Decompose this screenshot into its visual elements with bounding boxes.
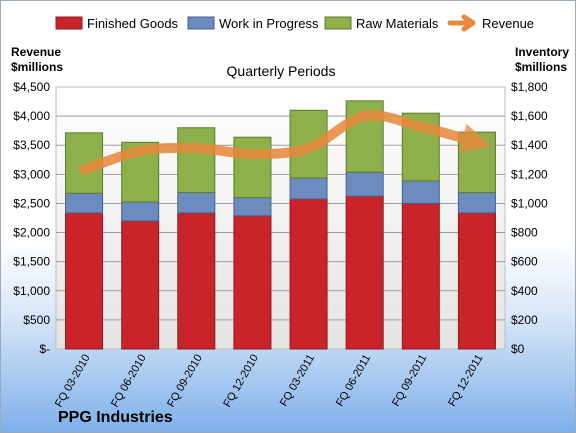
bar-work-in-progress xyxy=(177,192,216,214)
bar-finished-goods xyxy=(65,212,104,350)
x-tick-label: FQ 06-2010 xyxy=(109,353,149,410)
x-tick-label: FQ 09-2010 xyxy=(165,353,205,410)
x-tick-label: FQ 12-2011 xyxy=(446,353,485,409)
left-tick-label: $4,500 xyxy=(13,80,50,94)
x-axis-ticks: FQ 03-2010 FQ 06-2010 FQ 09-2010 FQ 12-2010… xyxy=(53,353,486,410)
legend: Finished Goods Work in Progress Raw Mate… xyxy=(55,14,534,32)
x-tick-label: FQ 03-2010 xyxy=(53,353,93,410)
bar-work-in-progress xyxy=(289,177,328,200)
bar-finished-goods xyxy=(457,212,496,350)
x-tick-label: FQ 06-2011 xyxy=(334,353,373,409)
bar-work-in-progress xyxy=(457,192,496,214)
legend-label-raw-materials: Raw Materials xyxy=(356,16,439,31)
left-axis-title-line1: Revenue xyxy=(11,45,61,59)
bar-work-in-progress xyxy=(65,192,104,214)
bar-raw-materials xyxy=(233,136,272,199)
revenue-line xyxy=(79,110,492,175)
right-axis-ticks: $0 $200 $400 $600 $800 $1,000 $1,200 $1,400 $1,6… xyxy=(511,80,548,356)
left-tick-label: $- xyxy=(39,342,50,356)
left-tick-label: $3,500 xyxy=(13,138,50,152)
right-tick-label: $0 xyxy=(511,342,525,356)
bar-finished-goods xyxy=(345,195,384,350)
right-tick-label: $200 xyxy=(511,313,538,327)
left-tick-label: $1,000 xyxy=(13,284,50,298)
legend-label-revenue: Revenue xyxy=(482,16,534,31)
bar-work-in-progress xyxy=(345,171,384,197)
legend-swatch-work-in-progress xyxy=(187,16,215,30)
left-tick-label: $2,000 xyxy=(13,226,50,240)
right-tick-label: $800 xyxy=(511,226,538,240)
company-name: PPG Industries xyxy=(58,409,173,426)
bar-work-in-progress xyxy=(401,180,440,204)
legend-swatch-raw-materials xyxy=(324,16,352,30)
bar-finished-goods xyxy=(177,212,216,350)
right-tick-label: $1,200 xyxy=(511,167,548,181)
left-tick-label: $3,000 xyxy=(13,167,50,181)
bar-finished-goods xyxy=(401,202,440,350)
left-axis-ticks: $- $500 $1,000 $1,500 $2,000 $2,500 $3,000 $3,5… xyxy=(13,80,50,356)
left-axis-title-line2: $millions xyxy=(11,60,63,74)
left-tick-label: $1,500 xyxy=(13,255,50,269)
x-tick-label: FQ 03-2011 xyxy=(278,353,317,409)
bar-work-in-progress xyxy=(121,201,160,222)
legend-swatch-revenue xyxy=(447,14,476,32)
right-tick-label: $1,000 xyxy=(511,196,548,210)
legend-label-finished-goods: Finished Goods xyxy=(87,16,179,31)
x-tick-label: FQ 09-2011 xyxy=(390,353,429,409)
bar-finished-goods xyxy=(233,215,272,350)
bar-work-in-progress xyxy=(233,197,272,217)
chart-subtitle: Quarterly Periods xyxy=(227,63,336,79)
left-tick-label: $4,000 xyxy=(13,109,50,123)
right-tick-label: $1,400 xyxy=(511,138,548,152)
bar-finished-goods xyxy=(121,220,160,350)
bars xyxy=(65,100,496,350)
left-tick-label: $500 xyxy=(23,313,50,327)
right-tick-label: $1,600 xyxy=(511,109,548,123)
legend-label-work-in-progress: Work in Progress xyxy=(219,16,319,31)
legend-swatch-finished-goods xyxy=(55,16,83,30)
bar-finished-goods xyxy=(289,198,328,350)
right-tick-label: $600 xyxy=(511,255,538,269)
right-axis-title-line2: $millions xyxy=(515,60,567,74)
right-tick-label: $1,800 xyxy=(511,80,548,94)
revenue-line-layer xyxy=(79,110,492,175)
bar-raw-materials xyxy=(177,127,216,194)
right-axis-title-line1: Inventory xyxy=(515,45,569,59)
left-tick-label: $2,500 xyxy=(13,196,50,210)
right-tick-label: $400 xyxy=(511,284,538,298)
x-tick-label: FQ 12-2010 xyxy=(221,353,261,410)
